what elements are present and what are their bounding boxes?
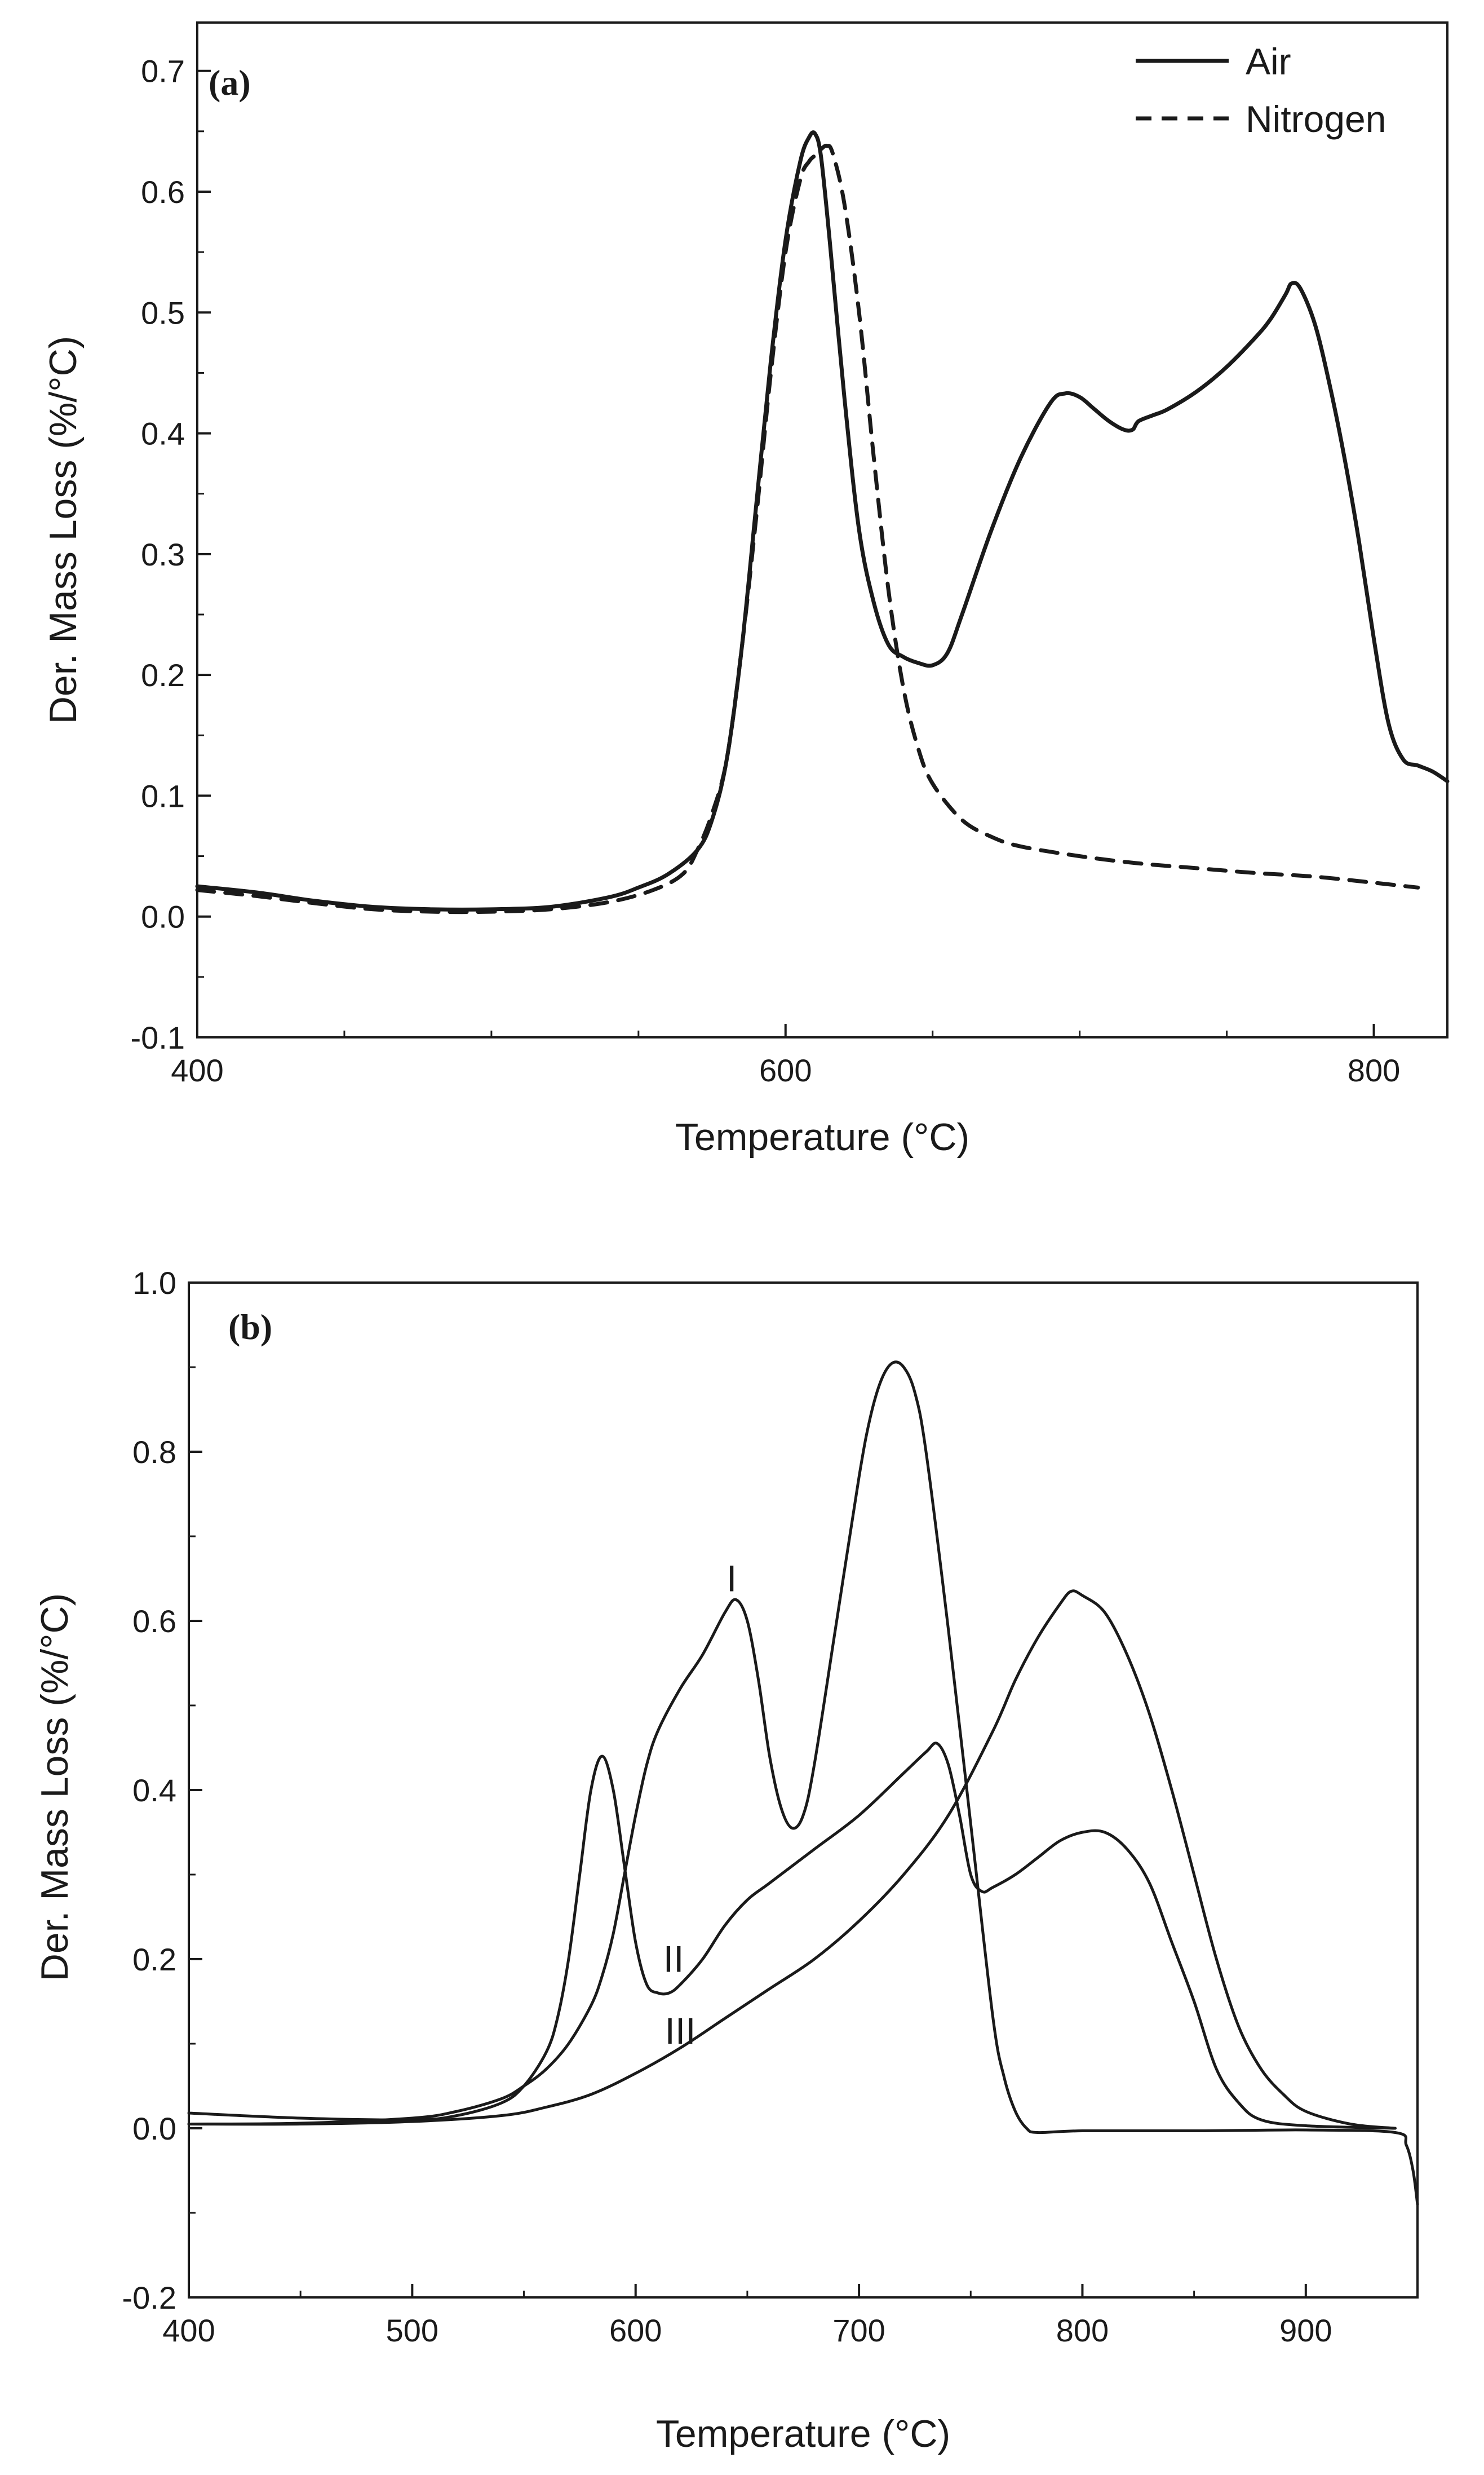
series-line-b-i bbox=[187, 1360, 1419, 2206]
legend-label-nitrogen: Nitrogen bbox=[1246, 98, 1386, 140]
x-tick-label-b-4: 800 bbox=[1056, 2313, 1109, 2348]
series-group-a bbox=[195, 130, 1450, 914]
y-tick-label-a-3: 0.2 bbox=[141, 657, 185, 693]
y-axis-label-a: Der. Mass Loss (%/°C) bbox=[42, 336, 85, 724]
axis-ticks-a: 400 600 800 -0.1 0.0 0.1 0.2 0.3 0.4 0.5 0.6 0.7 bbox=[131, 54, 1401, 1088]
annotation-I: I bbox=[727, 1558, 737, 1599]
plot-a-frame bbox=[196, 21, 1448, 1038]
chart-panel-b: 400 500 600 700 800 900 -0.2 0.0 0.2 0.4 0.6 0.8 1.0… bbox=[33, 1265, 1419, 2455]
y-tick-label-b-3: 0.4 bbox=[132, 1773, 176, 1808]
chart-panel-a: 400 600 800 -0.1 0.0 0.1 0.2 0.3 0.4 0.5 0.6 0.7 (a… bbox=[42, 21, 1450, 1159]
y-tick-label-a-2: 0.1 bbox=[141, 778, 185, 814]
y-tick-label-a-6: 0.5 bbox=[141, 295, 185, 330]
x-tick-label-b-3: 700 bbox=[832, 2313, 885, 2348]
y-tick-label-a-4: 0.3 bbox=[141, 537, 185, 572]
y-tick-label-b-5: 0.8 bbox=[132, 1434, 176, 1470]
x-axis-label-a: Temperature (°C) bbox=[675, 1116, 969, 1159]
series-line-a-nitrogen bbox=[195, 143, 1420, 914]
series-line-b-ii bbox=[187, 1742, 1397, 2130]
series-line-b-iii bbox=[187, 1589, 1397, 2130]
y-tick-label-a-8: 0.7 bbox=[141, 54, 185, 89]
y-tick-label-a-0: -0.1 bbox=[131, 1020, 185, 1055]
y-axis-label-b: Der. Mass Loss (%/°C) bbox=[33, 1593, 76, 1981]
legend-a: Air Nitrogen bbox=[1136, 41, 1386, 140]
x-tick-label-b-0: 400 bbox=[162, 2313, 215, 2348]
x-tick-label-b-5: 900 bbox=[1279, 2313, 1332, 2348]
axis-ticks-b: 400 500 600 700 800 900 -0.2 0.0 0.2 0.4 0.6 0.8 1.0 bbox=[122, 1265, 1419, 2348]
annotation-II: II bbox=[663, 1938, 684, 1980]
y-tick-label-b-1: 0.0 bbox=[132, 2111, 176, 2146]
x-tick-label-a-1: 600 bbox=[759, 1053, 812, 1088]
annotation-III: III bbox=[665, 2010, 696, 2052]
y-tick-label-b-2: 0.2 bbox=[132, 1942, 176, 1977]
y-tick-label-a-5: 0.4 bbox=[141, 416, 185, 452]
y-tick-label-b-0: -0.2 bbox=[122, 2280, 177, 2315]
x-axis-label-b: Temperature (°C) bbox=[656, 2412, 950, 2455]
y-tick-label-b-6: 1.0 bbox=[132, 1265, 176, 1301]
annotations-b: I II III bbox=[663, 1558, 737, 2052]
y-tick-label-a-1: 0.0 bbox=[141, 899, 185, 935]
x-tick-label-b-2: 600 bbox=[609, 2313, 662, 2348]
x-tick-label-b-1: 500 bbox=[386, 2313, 438, 2348]
legend-label-air: Air bbox=[1246, 41, 1291, 82]
x-tick-label-a-2: 800 bbox=[1348, 1053, 1400, 1088]
y-tick-label-a-7: 0.6 bbox=[141, 174, 185, 210]
series-group-b bbox=[187, 1360, 1419, 2206]
plot-b-frame bbox=[188, 1281, 1419, 2299]
panel-label-a: (a) bbox=[209, 63, 251, 103]
y-tick-label-b-4: 0.6 bbox=[132, 1603, 176, 1639]
series-line-a-air bbox=[195, 130, 1450, 912]
x-tick-label-a-0: 400 bbox=[171, 1053, 223, 1088]
panel-label-b: (b) bbox=[228, 1307, 272, 1347]
